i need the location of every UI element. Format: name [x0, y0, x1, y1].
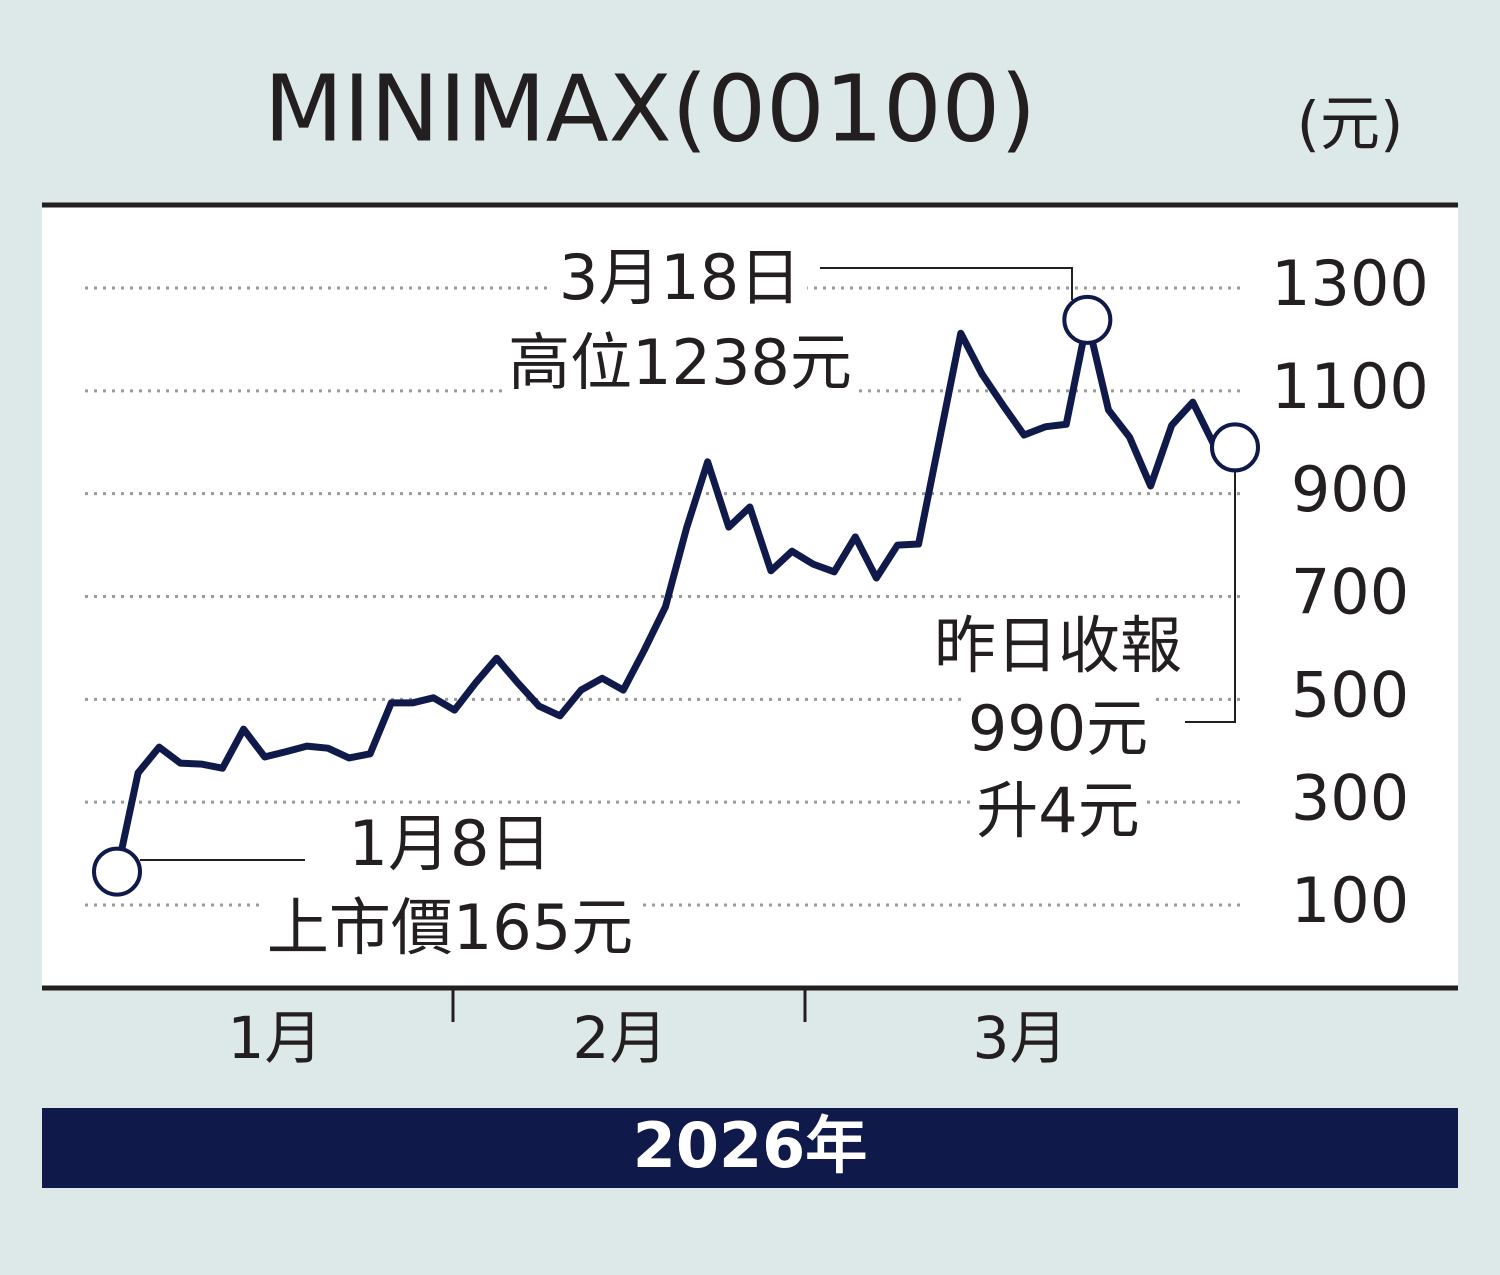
annotation-text: 上市價165元 [267, 891, 633, 964]
y-tick-label: 300 [1291, 761, 1409, 834]
y-tick-label: 900 [1291, 453, 1409, 526]
annotation-text: 升4元 [976, 774, 1139, 847]
annotation-bg [260, 891, 640, 965]
price-line [113, 316, 1236, 873]
annotation-text: 990元 [968, 692, 1148, 765]
y-tick-label: 700 [1291, 556, 1409, 629]
y-tick-label: 1100 [1271, 350, 1429, 423]
annotation-bg [342, 807, 558, 881]
x-tick-label: 2月 [573, 1004, 668, 1072]
leader-line [1185, 470, 1236, 723]
y-tick-label: 100 [1291, 864, 1409, 937]
marker [92, 846, 142, 897]
annotation-text: 3月18日 [559, 241, 801, 314]
marker [1210, 422, 1260, 473]
annotation-bg [502, 326, 858, 400]
annotation-bg [927, 609, 1189, 683]
annotation-text: 1月8日 [349, 807, 552, 880]
annotation-bg [961, 692, 1155, 766]
x-tick-label: 3月 [973, 1004, 1068, 1072]
unit-label: (元) [1297, 90, 1404, 160]
plot-area [42, 205, 1458, 988]
chart-title: MINIMAX(00100) [264, 55, 1036, 162]
annotation-bg [552, 241, 808, 315]
leader-line [820, 267, 1073, 300]
footer-bar [42, 1108, 1458, 1188]
y-tick-label: 500 [1291, 658, 1409, 731]
y-tick-label: 1300 [1271, 247, 1429, 320]
annotation-bg [970, 774, 1146, 848]
year-label: 2026年 [633, 1109, 868, 1182]
annotation-text: 高位1238元 [508, 326, 852, 399]
marker [1062, 294, 1113, 345]
annotation-text: 昨日收報 [934, 609, 1182, 682]
x-tick-label: 1月 [228, 1004, 323, 1072]
